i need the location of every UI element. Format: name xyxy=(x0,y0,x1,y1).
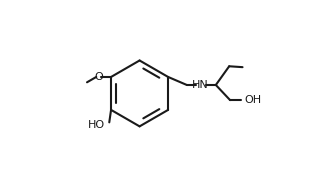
Text: HN: HN xyxy=(192,80,209,90)
Text: O: O xyxy=(94,72,103,82)
Text: HO: HO xyxy=(88,120,105,130)
Text: OH: OH xyxy=(244,95,261,105)
